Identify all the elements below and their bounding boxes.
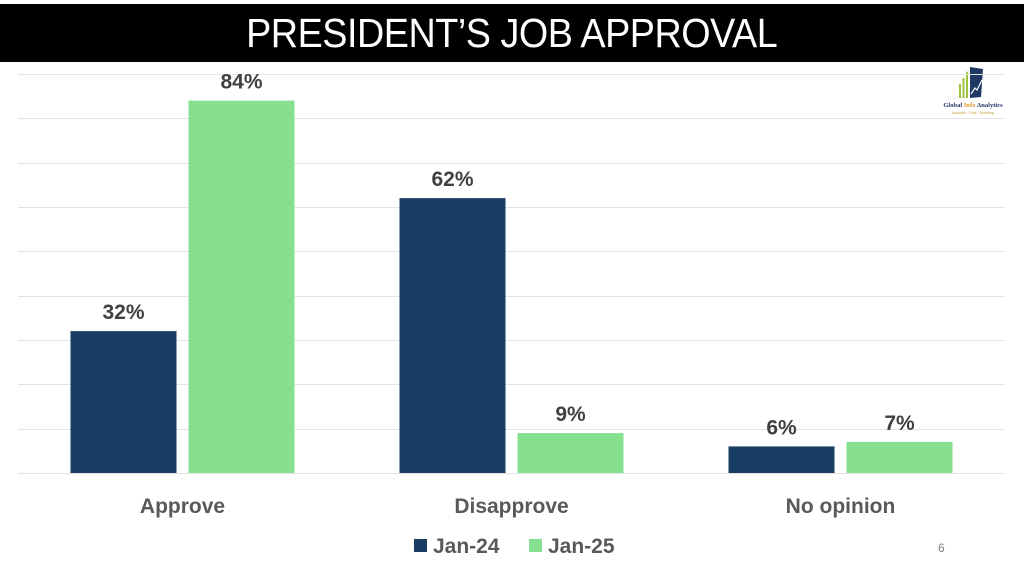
data-labels: 32% 84% 62% 9% 6% 7% [102,71,915,440]
category-label: Approve [140,495,225,518]
data-label: 7% [884,412,915,435]
bars [70,100,953,473]
legend-label-jan-24: Jan-24 [433,535,500,558]
title-bar: PRESIDENT’S JOB APPROVAL [0,4,1024,62]
data-label: 9% [555,403,586,426]
data-label: 6% [766,416,797,439]
legend: Jan-24 Jan-25 [414,535,615,558]
page-number: 6 [938,541,945,555]
data-label: 84% [220,71,262,94]
bar-jan-24-disapprove [399,198,506,473]
bar-jan-24-no-opinion [728,446,835,473]
bar-jan-25-disapprove [517,433,624,473]
category-label: No opinion [786,495,896,518]
bar-jan-25-no-opinion [846,441,953,473]
legend-label-jan-25: Jan-25 [548,535,615,558]
data-label: 62% [431,168,473,191]
legend-swatch-jan-25 [529,539,542,552]
legend-swatch-jan-24 [414,539,427,552]
logo-brand-text: Global Info Analytics [943,102,1003,109]
page-title: PRESIDENT’S JOB APPROVAL [246,9,778,56]
bar-jan-24-approve [70,331,177,473]
bar-jan-25-approve [188,100,295,473]
logo-tagline: Analytics · Polls · Modeling [951,111,994,115]
category-label: Disapprove [454,495,568,518]
data-label: 32% [102,301,144,324]
gridlines [18,74,1005,474]
category-labels: Approve Disapprove No opinion [140,495,895,518]
